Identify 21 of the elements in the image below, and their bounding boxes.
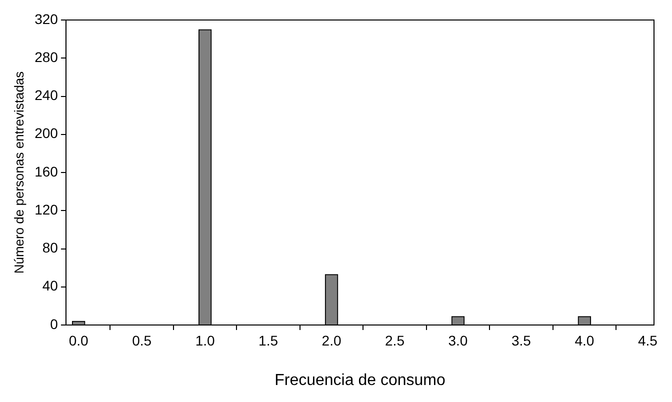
x-tick-label: 3.5 — [511, 332, 532, 348]
x-tick-label: 1.0 — [195, 332, 216, 348]
x-tick-label: 4.0 — [574, 332, 594, 348]
y-tick-label: 40 — [42, 278, 58, 294]
y-tick-label: 320 — [34, 10, 58, 27]
x-tick-label: 0.5 — [132, 332, 152, 348]
x-tick-label: 3.0 — [448, 332, 468, 348]
y-tick-label: 200 — [34, 125, 58, 142]
x-tick-label: 2.0 — [322, 332, 342, 348]
x-axis-title: Frecuencia de consumo — [274, 372, 446, 389]
x-tick-label: 2.5 — [385, 332, 405, 348]
y-tick-label: 280 — [34, 48, 58, 65]
y-tick-label: 0 — [50, 316, 58, 332]
y-tick-label: 80 — [42, 240, 58, 256]
y-tick-label: 240 — [34, 87, 58, 104]
x-tick-label: 4.5 — [638, 332, 658, 348]
x-tick-label: 0.0 — [68, 332, 89, 348]
x-tick-label: 1.5 — [258, 332, 278, 348]
y-axis-title: Número de personas entrevistadas — [11, 70, 26, 274]
y-tick-label: 120 — [34, 201, 58, 218]
y-tick-label: 160 — [34, 163, 58, 180]
